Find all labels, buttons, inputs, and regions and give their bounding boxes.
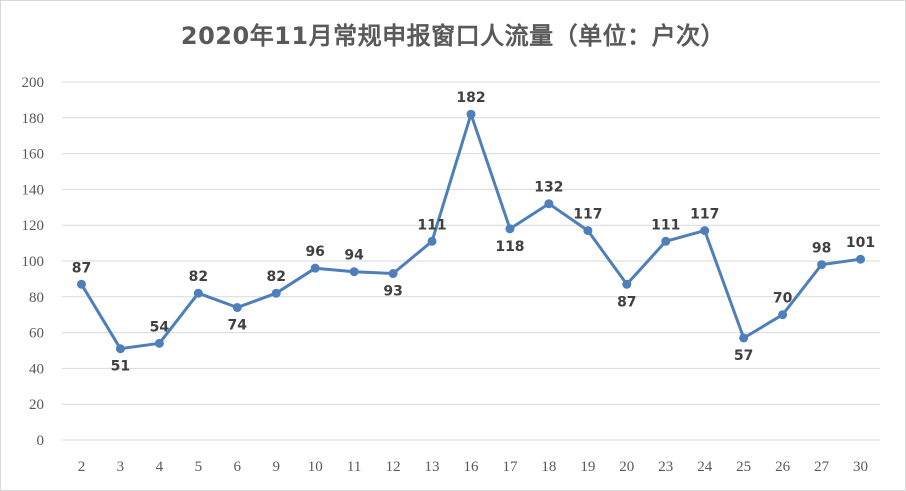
series-line: [80, 112, 862, 351]
x-tick-label: 2: [78, 459, 86, 475]
data-point: [778, 310, 788, 320]
data-label: 54: [150, 319, 170, 335]
data-point: [505, 224, 515, 234]
y-tick-label: 120: [22, 218, 45, 234]
data-label: 82: [189, 269, 208, 285]
data-label: 87: [72, 260, 91, 276]
x-axis-tick-labels: 2 3 4 5 6 9 10 11 12 13 16 17 18 19 20 23 24 25 26 27 30: [78, 459, 868, 475]
data-label: 82: [266, 269, 285, 285]
data-point: [154, 338, 164, 348]
data-label: 70: [773, 291, 793, 307]
data-point: [583, 226, 593, 236]
data-point: [466, 109, 476, 119]
data-point: [622, 279, 632, 289]
data-point: [700, 226, 710, 236]
x-tick-label: 27: [814, 459, 830, 475]
data-point: [115, 344, 125, 354]
data-label: 118: [495, 239, 524, 255]
y-tick-label: 0: [37, 433, 45, 449]
x-tick-label: 18: [541, 459, 556, 475]
data-label: 96: [305, 244, 324, 260]
x-tick-label: 25: [736, 459, 751, 475]
data-point: [271, 288, 281, 298]
data-point: [193, 288, 203, 298]
data-label: 74: [228, 318, 248, 334]
data-labels: 87 51 54 82 74 82 96 94 93 111 182 118 132 117 87 111 11…: [72, 90, 875, 374]
y-tick-label: 100: [22, 254, 45, 270]
x-tick-label: 10: [308, 459, 323, 475]
x-tick-label: 24: [697, 459, 713, 475]
y-tick-label: 60: [29, 326, 44, 342]
data-label: 57: [734, 348, 753, 364]
chart-title: 2020年11月常规申报窗口人流量（单位：户次）: [180, 22, 726, 50]
x-tick-label: 3: [117, 459, 125, 475]
data-label: 117: [573, 207, 602, 223]
y-axis-tick-labels: 0 20 40 60 80 100 120 140 160 180 200: [22, 75, 45, 449]
x-tick-label: 20: [619, 459, 634, 475]
data-label: 111: [651, 217, 680, 233]
data-label: 93: [383, 284, 402, 300]
data-point: [310, 263, 320, 273]
data-point: [544, 199, 554, 209]
y-tick-label: 160: [22, 147, 45, 163]
x-tick-label: 4: [156, 459, 164, 475]
x-tick-label: 9: [272, 459, 280, 475]
y-tick-label: 180: [22, 111, 45, 127]
data-label: 111: [417, 217, 446, 233]
data-label: 98: [812, 241, 831, 257]
data-label: 94: [344, 248, 364, 264]
x-tick-label: 19: [580, 459, 595, 475]
gridlines: [62, 81, 880, 441]
data-label: 132: [534, 180, 563, 196]
x-tick-label: 13: [425, 459, 440, 475]
data-point: [739, 333, 749, 343]
x-tick-label: 30: [853, 459, 868, 475]
data-point: [856, 254, 866, 264]
x-tick-label: 6: [234, 459, 242, 475]
series-line-group: [80, 112, 862, 351]
x-tick-label: 17: [502, 459, 518, 475]
x-tick-label: 23: [658, 459, 673, 475]
x-tick-label: 12: [386, 459, 401, 475]
y-tick-label: 80: [29, 290, 44, 306]
y-tick-label: 20: [29, 397, 44, 413]
data-point: [817, 260, 827, 270]
series-points: [76, 109, 866, 354]
x-tick-label: 16: [464, 459, 480, 475]
data-point: [427, 236, 437, 246]
data-label: 87: [617, 294, 636, 310]
x-tick-label: 11: [347, 459, 361, 475]
data-point: [76, 279, 86, 289]
data-point: [232, 303, 242, 313]
data-label: 51: [111, 359, 130, 375]
y-tick-label: 200: [22, 75, 45, 91]
data-label: 117: [690, 207, 719, 223]
data-label: 182: [456, 90, 485, 106]
y-tick-label: 140: [22, 182, 45, 198]
x-tick-label: 26: [775, 459, 791, 475]
data-label: 101: [846, 235, 875, 251]
data-point: [388, 269, 398, 279]
x-tick-label: 5: [195, 459, 203, 475]
data-point: [349, 267, 359, 277]
y-tick-label: 40: [29, 361, 44, 377]
data-point: [661, 236, 671, 246]
